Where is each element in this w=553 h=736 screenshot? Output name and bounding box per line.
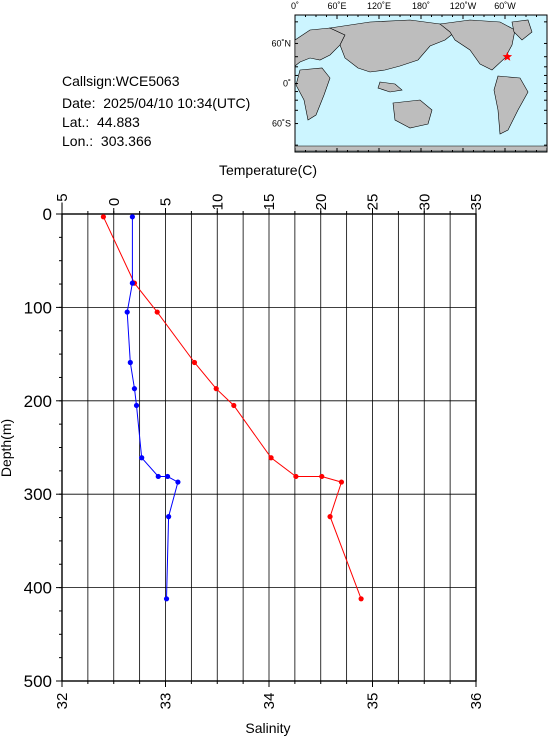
top-tick-label: 15 — [261, 194, 278, 211]
y-tick-label: 200 — [24, 392, 52, 411]
map-lon-label: 60˚E — [327, 1, 346, 11]
map-lat-label: 0˚ — [283, 79, 291, 89]
temperature-point — [154, 309, 160, 315]
top-tick-label: 0 — [106, 198, 123, 206]
salinity-point — [155, 473, 161, 480]
salinity-point — [139, 455, 145, 461]
top-tick-label: 30 — [416, 194, 433, 211]
map-lat-label: 60˚N — [271, 38, 291, 48]
bottom-axis-title: Salinity — [245, 720, 290, 736]
salinity-point — [163, 596, 170, 602]
y-axis-title: Depth(m) — [0, 419, 14, 477]
world-map: 0˚ 60˚E 120˚E 180˚ 120˚W 60˚W 60˚N 0˚ 60˚S — [271, 1, 548, 153]
station-star — [502, 51, 513, 61]
callsign-text: Callsign:WCE5063 — [62, 73, 180, 89]
map-longitude-labels: 0˚ 60˚E 120˚E 180˚ 120˚W 60˚W — [291, 1, 516, 11]
temperature-point — [327, 514, 333, 520]
temperature-point — [213, 386, 219, 392]
date-text: Date: 2025/04/10 10:34(UTC) — [62, 95, 251, 111]
salinity-point — [164, 473, 171, 480]
y-tick-label: 300 — [24, 485, 52, 504]
temperature-point — [231, 402, 237, 409]
salinity-point — [131, 386, 138, 392]
temperature-point — [191, 359, 198, 366]
map-tick-marks — [294, 15, 548, 152]
bottom-tick-label: 33 — [158, 693, 175, 710]
temperature-point — [100, 214, 106, 220]
y-tick-label: 500 — [24, 672, 52, 691]
latitude-text: Lat.: 44.883 — [62, 114, 140, 130]
bottom-tick-label: 32 — [54, 693, 71, 710]
temperature-point — [358, 596, 364, 602]
salinity-point — [124, 309, 130, 315]
top-tick-label: 5 — [158, 198, 175, 206]
salinity-point — [175, 479, 181, 485]
y-tick-label: 400 — [24, 579, 52, 598]
salinity-line — [126, 216, 179, 599]
temperature-point — [268, 455, 274, 461]
temperature-line — [102, 216, 362, 599]
temperature-point — [338, 479, 345, 485]
map-lon-label: 120˚E — [367, 1, 391, 11]
map-lon-label: 0˚ — [291, 1, 299, 11]
top-tick-label: 35 — [468, 194, 485, 211]
y-tick-label: 100 — [24, 298, 52, 317]
station-marker — [502, 51, 513, 61]
top-tick-label: −5 — [54, 193, 71, 210]
map-lon-label: 180˚ — [412, 1, 430, 11]
longitude-text: Lon.: 303.366 — [62, 133, 152, 149]
salinity-point — [129, 280, 135, 286]
map-lat-label: 60˚S — [272, 119, 291, 129]
temperature-point — [319, 473, 325, 480]
y-tick-label: 0 — [43, 205, 52, 224]
salinity-point — [133, 402, 140, 409]
map-land — [294, 19, 548, 152]
bottom-tick-label: 35 — [365, 693, 382, 710]
bottom-tick-label: 36 — [468, 693, 485, 710]
salinity-point — [166, 514, 172, 520]
top-tick-label: 25 — [365, 194, 382, 211]
top-axis-title: Temperature(C) — [219, 162, 317, 178]
map-lon-label: 120˚W — [450, 1, 477, 11]
top-tick-label: 10 — [209, 194, 226, 211]
map-latitude-labels: 60˚N 0˚ 60˚S — [271, 38, 291, 128]
salinity-point — [127, 359, 133, 366]
temperature-point — [293, 473, 299, 480]
chart-series — [100, 214, 364, 602]
map-lon-label: 60˚W — [494, 1, 516, 11]
chart-grid — [61, 213, 477, 682]
top-tick-label: 20 — [313, 194, 330, 211]
salinity-point — [129, 214, 135, 220]
bottom-tick-label: 34 — [261, 693, 278, 710]
